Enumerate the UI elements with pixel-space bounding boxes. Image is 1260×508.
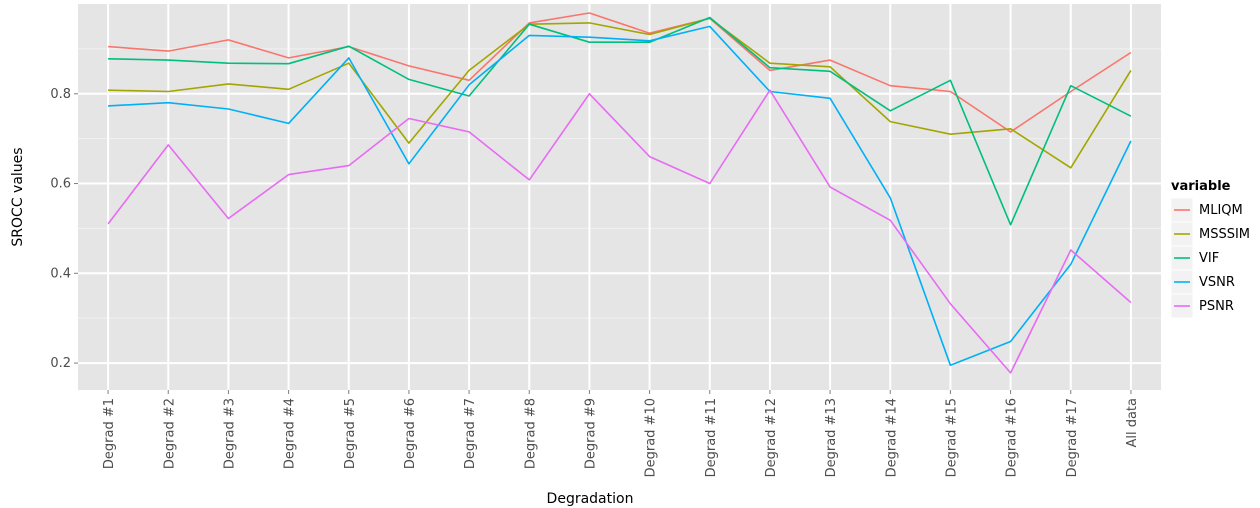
x-tick-label: Degrad #10 bbox=[644, 398, 659, 477]
y-axis-label: SROCC values bbox=[10, 147, 26, 246]
legend-label-vif: VIF bbox=[1199, 251, 1219, 266]
x-tick-label: Degrad #16 bbox=[1005, 398, 1020, 477]
x-tick-label: All data bbox=[1125, 398, 1140, 448]
legend-label-psnr: PSNR bbox=[1199, 299, 1234, 314]
x-tick-label: Degrad #4 bbox=[283, 398, 298, 469]
legend-title: variable bbox=[1171, 179, 1231, 194]
x-tick-label: Degrad #15 bbox=[944, 398, 959, 477]
x-tick-label: Degrad #8 bbox=[523, 398, 538, 469]
legend-label-msssim: MSSSIM bbox=[1199, 227, 1250, 242]
y-tick-label: 0.8 bbox=[50, 87, 71, 102]
y-tick-label: 0.4 bbox=[50, 266, 71, 281]
legend-label-vsnr: VSNR bbox=[1199, 275, 1235, 290]
series-line-vif bbox=[108, 16, 1132, 226]
x-axis-label: Degradation bbox=[547, 491, 634, 507]
legend-label-mliqm: MLIQM bbox=[1199, 203, 1243, 218]
x-tick-label: Degrad #13 bbox=[824, 398, 839, 477]
series-line-psnr bbox=[107, 89, 1132, 374]
series-line-msssim bbox=[108, 17, 1132, 169]
x-tick-label: Degrad #3 bbox=[222, 398, 237, 469]
x-tick-label: Degrad #6 bbox=[403, 398, 418, 469]
series-lines bbox=[107, 12, 1132, 374]
x-tick-label: Degrad #5 bbox=[343, 398, 358, 469]
x-tick-label: Degrad #9 bbox=[583, 398, 598, 469]
y-axis: 0.2 0.4 0.6 0.8 bbox=[50, 87, 78, 371]
x-tick-label: Degrad #17 bbox=[1065, 398, 1080, 477]
x-tick-label: Degrad #12 bbox=[764, 398, 779, 477]
x-tick-label: Degrad #7 bbox=[463, 398, 478, 469]
x-tick-label: Degrad #11 bbox=[704, 398, 719, 477]
x-axis: Degrad #1 Degrad #2 Degrad #3 Degrad #4 Degr… bbox=[102, 390, 1140, 477]
x-tick-label: Degrad #1 bbox=[102, 398, 117, 469]
series-line-mliqm bbox=[108, 12, 1132, 133]
legend: variable MLIQM MSSSIM VIF VSNR PSNR bbox=[1170, 179, 1250, 319]
y-tick-label: 0.2 bbox=[50, 356, 71, 371]
series-line-vsnr bbox=[108, 25, 1132, 367]
x-tick-label: Degrad #14 bbox=[884, 398, 899, 477]
x-tick-label: Degrad #2 bbox=[162, 398, 177, 469]
y-tick-label: 0.6 bbox=[50, 177, 71, 192]
